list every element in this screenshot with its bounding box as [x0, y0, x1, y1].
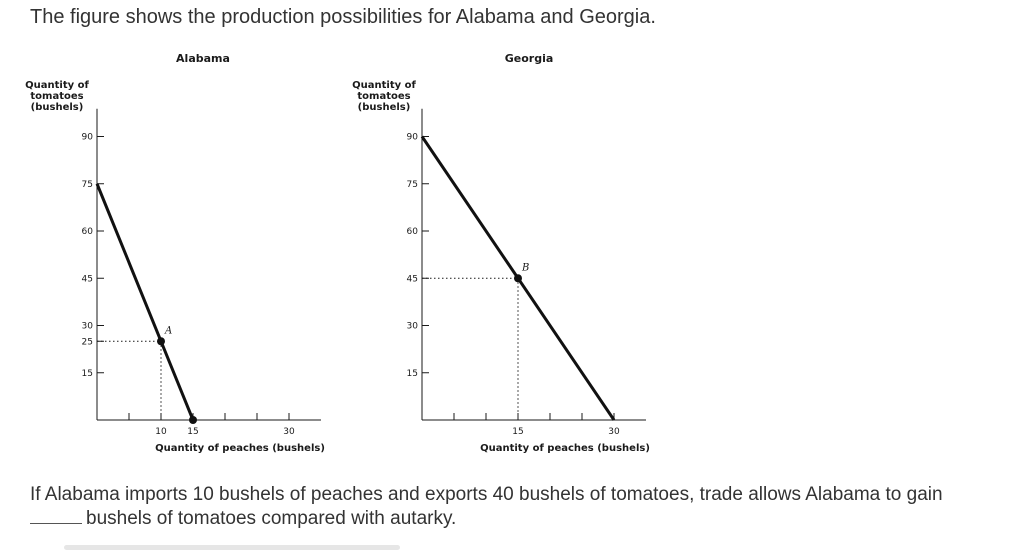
x-tick-label: 30: [608, 427, 620, 437]
question-text-part-2: bushels of tomatoes compared with autark…: [86, 508, 457, 529]
x-tick-label: 30: [283, 427, 295, 437]
point-label: B: [521, 262, 529, 273]
y-axis-label: (bushels): [31, 102, 84, 113]
answer-blank: [30, 506, 82, 524]
y-tick-label: 15: [407, 369, 418, 379]
data-point: [514, 274, 522, 283]
intro-text: The figure shows the production possibil…: [30, 6, 656, 28]
y-tick-label: 30: [82, 322, 94, 332]
x-tick-label: 15: [187, 427, 198, 437]
y-tick-label: 25: [82, 337, 93, 347]
y-axis-label: Quantity of: [25, 80, 89, 91]
x-tick-label: 10: [155, 427, 167, 437]
x-axis-label: Quantity of peaches (bushels): [480, 443, 650, 454]
y-tick-label: 30: [407, 322, 419, 332]
y-tick-label: 75: [82, 180, 93, 190]
chart-title: Georgia: [505, 52, 554, 65]
ppf-line: [95, 183, 195, 421]
y-tick-label: 90: [407, 133, 419, 143]
y-axis-label: (bushels): [358, 102, 411, 113]
y-tick-label: 75: [407, 180, 418, 190]
y-tick-label: 45: [407, 274, 418, 284]
y-tick-label: 90: [82, 133, 94, 143]
question-text-part-1: If Alabama imports 10 bushels of peaches…: [30, 484, 943, 505]
chart-title: Alabama: [176, 52, 230, 65]
y-tick-label: 15: [82, 369, 93, 379]
y-tick-label: 60: [407, 227, 419, 237]
y-axis-label: tomatoes: [357, 91, 410, 102]
data-point: [189, 416, 197, 424]
y-tick-label: 45: [82, 274, 93, 284]
x-axis-label: Quantity of peaches (bushels): [155, 443, 325, 454]
y-tick-label: 60: [82, 227, 94, 237]
x-tick-label: 15: [512, 427, 523, 437]
y-axis-label: tomatoes: [30, 91, 83, 102]
question-text: If Alabama imports 10 bushels of peaches…: [30, 483, 1005, 530]
point-label: A: [164, 325, 172, 336]
data-point: [157, 337, 165, 346]
answer-input-box[interactable]: [64, 545, 400, 550]
y-axis-label: Quantity of: [352, 80, 416, 91]
